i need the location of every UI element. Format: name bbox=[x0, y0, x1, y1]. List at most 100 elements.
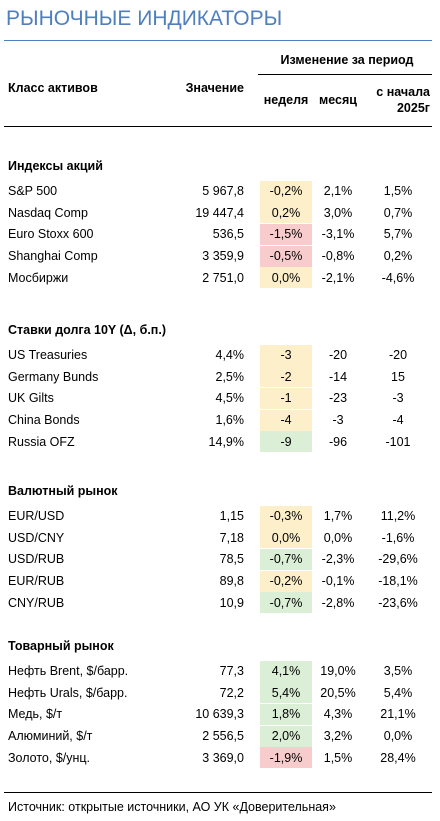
value: 72,2 bbox=[219, 685, 244, 700]
footer-rule bbox=[4, 792, 432, 793]
ytd-change: -20 bbox=[388, 348, 408, 362]
asset-name: Алюминий, $/т bbox=[8, 729, 93, 744]
ytd-header: 2025г bbox=[396, 101, 430, 115]
week-header: неделя bbox=[263, 93, 309, 107]
asset-name: UK Gilts bbox=[8, 391, 54, 406]
value: 3 369,0 bbox=[202, 750, 244, 765]
week-highlight bbox=[260, 660, 312, 682]
value: 77,3 bbox=[219, 664, 244, 678]
month-change: -0,1% bbox=[321, 574, 355, 589]
value: 89,8 bbox=[219, 574, 244, 589]
week-highlight bbox=[260, 592, 312, 614]
value: 4,4% bbox=[215, 348, 245, 362]
month-change: 20,5% bbox=[320, 685, 356, 700]
week-change: -9 bbox=[280, 434, 292, 449]
week-highlight bbox=[260, 267, 312, 289]
value: 2,5% bbox=[215, 369, 245, 384]
week-highlight bbox=[260, 180, 312, 202]
ytd-change: 5,4% bbox=[383, 685, 413, 700]
month-change: -2,1% bbox=[321, 270, 355, 285]
month-change: 2,1% bbox=[323, 184, 353, 198]
week-change: 0,2% bbox=[271, 205, 301, 220]
week-change: -1,5% bbox=[269, 227, 303, 242]
ytd-change: 0,2% bbox=[383, 249, 413, 264]
ytd-change: 1,5% bbox=[383, 184, 413, 198]
week-highlight bbox=[260, 202, 312, 224]
ytd-change: -23,6% bbox=[378, 595, 418, 610]
ytd-change: -3 bbox=[392, 391, 404, 406]
week-change: 5,4% bbox=[271, 685, 301, 700]
ytd-change: 0,0% bbox=[383, 729, 413, 744]
ytd-change: -18,1% bbox=[378, 574, 418, 589]
value: 14,9% bbox=[208, 434, 244, 449]
week-highlight bbox=[260, 747, 312, 769]
section-title: Товарный рынок bbox=[8, 639, 114, 653]
week-change: -0,5% bbox=[269, 249, 303, 264]
week-highlight bbox=[260, 570, 312, 592]
ytd-change: 21,1% bbox=[380, 707, 416, 722]
week-highlight bbox=[260, 431, 312, 453]
value: 7,18 bbox=[219, 530, 244, 545]
asset-name: EUR/RUB bbox=[8, 574, 65, 589]
section-title: Индексы акций bbox=[8, 159, 103, 173]
asset-name: S&P 500 bbox=[8, 184, 58, 198]
ytd-change: 11,2% bbox=[380, 509, 416, 523]
month-change: -3 bbox=[332, 413, 344, 428]
ytd-change: -29,6% bbox=[378, 552, 418, 567]
week-change: 4,1% bbox=[271, 664, 301, 678]
asset-header: Класс активов bbox=[8, 81, 98, 95]
week-highlight bbox=[260, 366, 312, 388]
ytd-change: 15 bbox=[391, 369, 405, 384]
month-change: -2,3% bbox=[321, 552, 355, 567]
value: 3 359,9 bbox=[202, 249, 244, 264]
title-rule bbox=[4, 40, 432, 41]
week-change: 2,0% bbox=[271, 729, 301, 744]
week-highlight bbox=[260, 527, 312, 549]
week-highlight bbox=[260, 725, 312, 747]
week-change: -0,3% bbox=[269, 509, 303, 523]
week-highlight bbox=[260, 387, 312, 409]
ytd-change: -101 bbox=[385, 434, 411, 449]
week-change: -0,2% bbox=[269, 184, 303, 198]
title: РЫНОЧНЫЕ ИНДИКАТОРЫ bbox=[6, 7, 283, 30]
asset-name: Нефть Urals, $/барр. bbox=[8, 685, 128, 700]
asset-name: Мосбиржи bbox=[8, 270, 69, 285]
ytd-change: 28,4% bbox=[380, 750, 416, 765]
month-change: 19,0% bbox=[320, 664, 356, 678]
week-change: -1 bbox=[280, 391, 292, 406]
week-highlight bbox=[260, 505, 312, 527]
value: 1,15 bbox=[219, 509, 244, 523]
ytd-change: 0,7% bbox=[383, 205, 413, 220]
value: 4,5% bbox=[215, 391, 245, 406]
month-change: 1,7% bbox=[323, 509, 353, 523]
asset-name: Euro Stoxx 600 bbox=[8, 227, 94, 242]
month-change: 3,0% bbox=[323, 205, 353, 220]
value: 2 556,5 bbox=[202, 729, 244, 744]
week-highlight bbox=[260, 548, 312, 570]
asset-name: Russia OFZ bbox=[8, 434, 75, 449]
asset-name: Germany Bunds bbox=[8, 369, 99, 384]
ytd-change: -4 bbox=[392, 413, 404, 428]
asset-name: USD/RUB bbox=[8, 552, 65, 567]
week-change: -1,9% bbox=[269, 750, 303, 765]
week-highlight bbox=[260, 245, 312, 267]
week-change: -0,7% bbox=[269, 552, 303, 567]
ytd-change: 5,7% bbox=[383, 227, 413, 242]
period-rule bbox=[258, 74, 432, 75]
week-change: 1,8% bbox=[271, 707, 301, 722]
value: 2 751,0 bbox=[202, 270, 244, 285]
month-change: 1,5% bbox=[323, 750, 353, 765]
week-change: -4 bbox=[280, 413, 292, 428]
value: 5 967,8 bbox=[202, 184, 244, 198]
value: 19 447,4 bbox=[195, 205, 244, 220]
week-change: 0,0% bbox=[271, 530, 301, 545]
section-title: Валютный рынок bbox=[8, 484, 118, 498]
value: 536,5 bbox=[212, 227, 244, 242]
asset-name: CNY/RUB bbox=[8, 595, 65, 610]
asset-name: Нефть Brent, $/барр. bbox=[8, 664, 129, 678]
month-change: -3,1% bbox=[321, 227, 355, 242]
value-header: Значение bbox=[185, 81, 244, 95]
week-change: -2 bbox=[280, 369, 292, 384]
ytd-change: 3,5% bbox=[383, 664, 413, 678]
